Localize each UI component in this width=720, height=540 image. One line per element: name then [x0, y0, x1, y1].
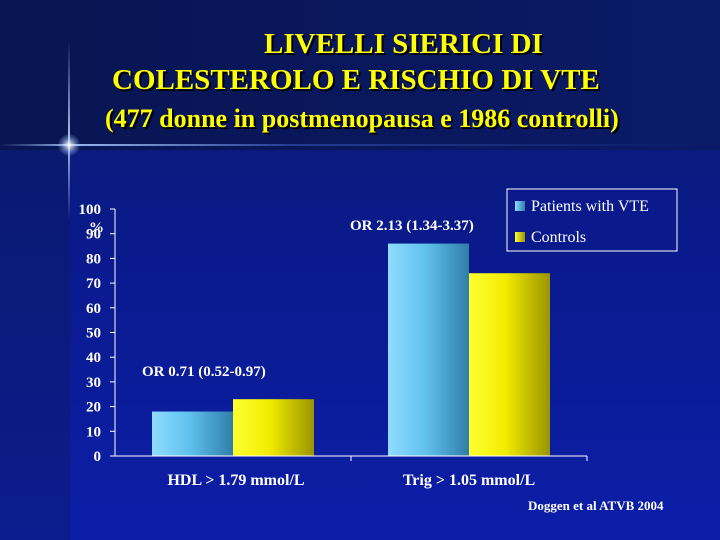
legend-swatch-patients [515, 201, 525, 211]
light-streak-horizontal [0, 144, 720, 146]
y-tick-label: 50 [86, 326, 101, 342]
bar-controls [469, 273, 550, 456]
legend-box [506, 188, 678, 252]
y-tick-label: 10 [86, 424, 101, 440]
y-tick-label: 60 [86, 301, 101, 317]
legend: Patients with VTE Controls [506, 188, 678, 252]
y-tick-label: 90 [86, 227, 101, 243]
title-line-1: LIVELLI SIERICI DI [264, 28, 543, 60]
y-tick-label: 30 [86, 375, 101, 391]
y-tick-label: 40 [86, 350, 101, 366]
bar-controls [233, 399, 314, 456]
y-tick-label: 0 [94, 449, 102, 465]
legend-swatch-controls [515, 232, 525, 242]
legend-label-patients: Patients with VTE [531, 198, 649, 215]
y-tick-label: 70 [86, 276, 101, 292]
bar-patients [152, 411, 233, 456]
title-line-3: (477 donne in postmenopausa e 1986 contr… [105, 104, 619, 133]
y-tick-label: 20 [86, 400, 101, 416]
y-axis-unit: % [89, 220, 104, 236]
category-label-hdl: HDL > 1.79 mmol/L [167, 472, 304, 489]
header-band [0, 0, 720, 150]
odds-ratio-hdl: OR 0.71 (0.52-0.97) [142, 364, 266, 380]
category-label-trig: Trig > 1.05 mmol/L [403, 472, 535, 489]
y-tick-label: 100 [79, 202, 102, 218]
citation: Doggen et al ATVB 2004 [528, 498, 664, 513]
left-band [0, 150, 70, 540]
y-tick-label: 80 [86, 251, 101, 267]
odds-ratio-trig: OR 2.13 (1.34-3.37) [350, 218, 474, 234]
bar-patients [388, 243, 469, 456]
legend-label-controls: Controls [531, 229, 586, 246]
light-streak-vertical [68, 40, 70, 220]
light-flare [58, 134, 80, 156]
title-line-2: COLESTEROLO E RISCHIO DI VTE [112, 64, 600, 96]
